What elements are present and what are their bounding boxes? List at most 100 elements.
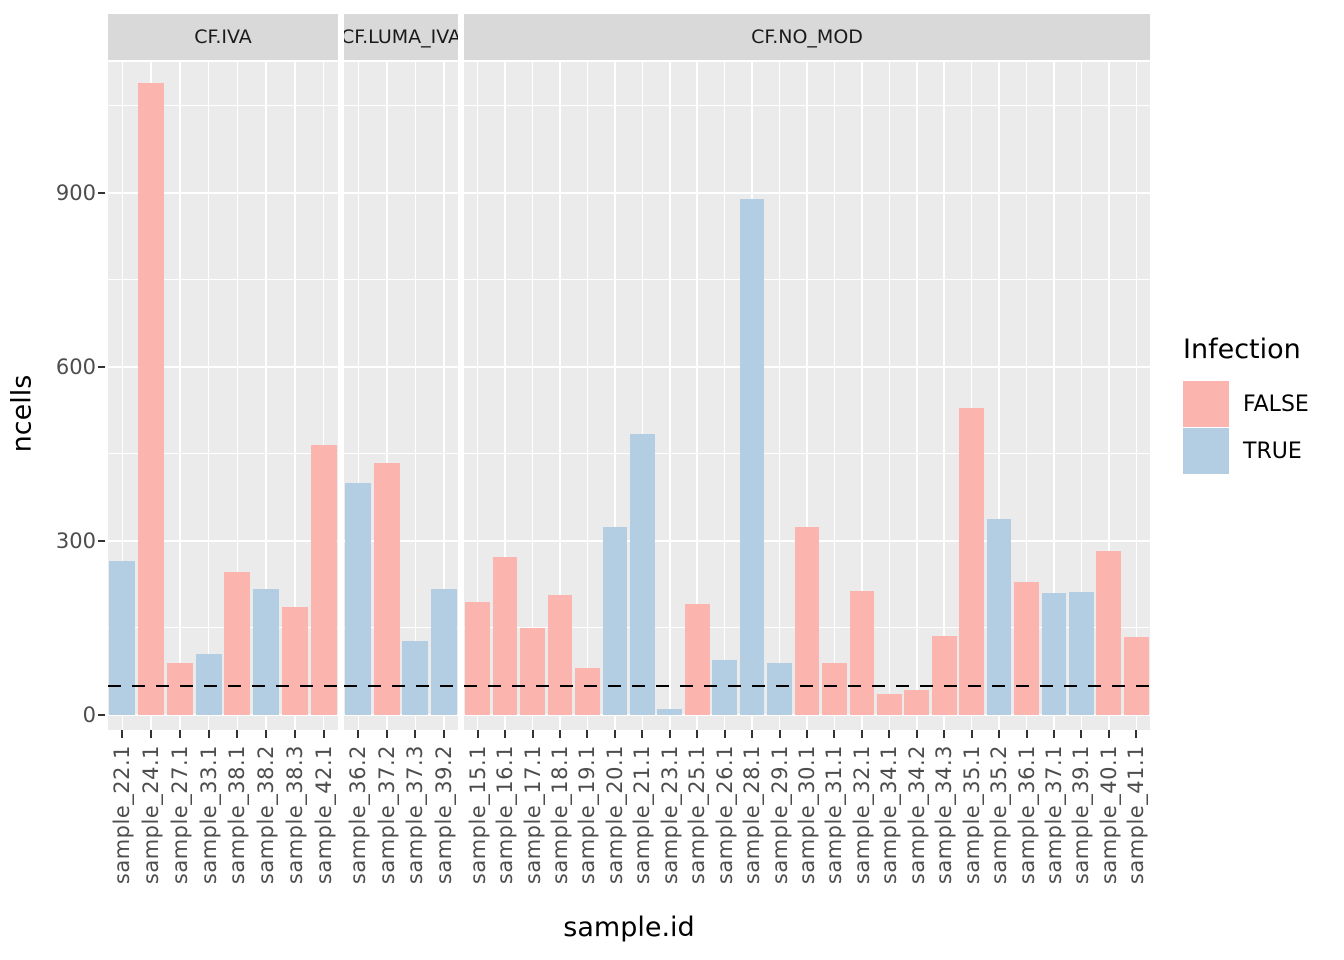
x-tick-label-text: sample_32.1 xyxy=(849,745,874,885)
x-tick-label: sample_39.1 xyxy=(1068,745,1094,884)
bar-sample_38.2 xyxy=(253,588,280,715)
x-tick-mark xyxy=(723,730,726,738)
bar-sample_24.1 xyxy=(138,82,165,715)
x-tick-label: sample_19.1 xyxy=(574,745,600,884)
x-tick-label: sample_38.2 xyxy=(253,745,279,884)
vertical-gridline xyxy=(1080,62,1083,730)
facet-strip-label: CF.IVA xyxy=(194,26,252,48)
x-tick-mark xyxy=(207,730,210,738)
x-tick-label: sample_26.1 xyxy=(712,745,738,884)
x-tick-label-text: sample_23.1 xyxy=(657,745,682,885)
bar-sample_34.1 xyxy=(876,694,902,715)
x-tick-label: sample_38.1 xyxy=(224,745,250,884)
y-tick-label: 600 xyxy=(55,355,96,379)
x-tick-mark xyxy=(778,730,781,738)
x-tick-label: sample_42.1 xyxy=(311,745,337,884)
vertical-gridline xyxy=(998,62,1000,730)
x-tick-label: sample_24.1 xyxy=(138,745,164,884)
x-tick-label: sample_35.1 xyxy=(959,745,985,884)
vertical-gridline xyxy=(294,62,296,730)
y-tick-label: 0 xyxy=(82,703,96,727)
bar-sample_19.1 xyxy=(575,668,600,715)
legend-label-true: TRUE xyxy=(1243,439,1302,464)
vertical-gridline xyxy=(559,62,561,730)
vertical-gridline xyxy=(265,62,267,730)
x-tick-mark xyxy=(293,730,296,738)
legend-title: Infection xyxy=(1183,334,1301,365)
y-tick-label: 300 xyxy=(55,529,96,553)
x-tick-label: sample_23.1 xyxy=(657,745,683,884)
x-tick-label: sample_36.1 xyxy=(1014,745,1040,884)
bar-sample_29.1 xyxy=(767,662,792,715)
x-tick-label-text: sample_34.2 xyxy=(904,745,929,885)
facet-strip-cf.no_mod: CF.NO_MOD xyxy=(464,14,1150,60)
minor-gridline xyxy=(108,627,338,628)
x-tick-label-text: sample_19.1 xyxy=(575,745,600,885)
x-tick-label-text: sample_38.1 xyxy=(225,745,250,885)
x-tick-label-text: sample_34.1 xyxy=(877,745,902,885)
x-tick-mark xyxy=(476,730,479,738)
bar-sample_35.1 xyxy=(959,407,984,715)
x-tick-mark xyxy=(1135,730,1138,738)
vertical-gridline xyxy=(806,62,808,730)
x-tick-label-text: sample_29.1 xyxy=(767,745,792,885)
y-tick-mark xyxy=(98,714,105,716)
x-tick-label-text: sample_34.3 xyxy=(932,745,957,885)
vertical-gridline xyxy=(1025,62,1028,730)
vertical-gridline xyxy=(614,62,616,730)
x-tick-label-text: sample_28.1 xyxy=(740,745,765,885)
x-tick-label-text: sample_37.2 xyxy=(374,745,399,885)
x-tick-label-text: sample_30.1 xyxy=(795,745,819,885)
x-tick-label: sample_29.1 xyxy=(767,745,793,884)
y-tick-label: 900 xyxy=(55,181,96,205)
vertical-gridline xyxy=(723,62,726,730)
x-tick-label-text: sample_38.3 xyxy=(282,745,307,885)
bar-sample_35.2 xyxy=(986,518,1012,715)
x-tick-label-text: sample_39.2 xyxy=(431,745,456,885)
x-tick-label: sample_21.1 xyxy=(629,745,655,884)
x-tick-label-text: sample_33.1 xyxy=(196,745,221,885)
vertical-gridline xyxy=(916,62,918,730)
vertical-gridline xyxy=(586,62,589,730)
major-gridline xyxy=(108,192,338,194)
y-tick-mark xyxy=(98,192,105,194)
bar-sample_36.2 xyxy=(345,483,372,715)
x-tick-label: sample_15.1 xyxy=(465,745,491,884)
x-tick-mark xyxy=(322,730,325,738)
x-tick-label: sample_16.1 xyxy=(492,745,518,884)
legend-key-true: TRUE xyxy=(1183,428,1309,475)
x-tick-label-text: sample_24.1 xyxy=(139,745,164,885)
bar-sample_28.1 xyxy=(739,198,765,715)
facet-panel-cf.iva xyxy=(108,62,338,730)
x-tick-label-text: sample_39.1 xyxy=(1069,745,1094,885)
x-tick-label-text: sample_37.1 xyxy=(1041,745,1066,885)
bar-sample_40.1 xyxy=(1096,550,1122,715)
minor-gridline xyxy=(108,105,338,106)
vertical-gridline xyxy=(641,62,644,730)
x-tick-label-text: sample_21.1 xyxy=(630,745,655,885)
x-tick-mark xyxy=(943,730,946,738)
x-tick-mark xyxy=(1025,730,1028,738)
x-tick-label: sample_34.2 xyxy=(904,745,930,884)
vertical-gridline xyxy=(207,62,210,730)
bar-sample_30.1 xyxy=(794,526,820,715)
bar-sample_37.2 xyxy=(373,462,400,715)
x-tick-label: sample_36.2 xyxy=(345,745,371,884)
x-tick-label-text: sample_37.3 xyxy=(403,745,428,885)
x-tick-mark xyxy=(121,730,124,738)
bar-sample_38.3 xyxy=(281,606,308,715)
x-tick-label-text: sample_42.1 xyxy=(311,745,336,885)
x-tick-label-text: sample_38.2 xyxy=(254,745,279,885)
threshold-dashed-line xyxy=(464,684,1150,688)
bar-sample_23.1 xyxy=(657,709,683,715)
bar-sample_39.1 xyxy=(1069,592,1094,715)
vertical-gridline xyxy=(696,62,698,730)
x-tick-label-text: sample_35.2 xyxy=(987,745,1012,885)
vertical-gridline xyxy=(236,62,239,730)
x-tick-label: sample_37.3 xyxy=(402,745,428,884)
x-tick-mark xyxy=(970,730,973,738)
x-tick-label: sample_37.1 xyxy=(1041,745,1067,884)
x-tick-mark xyxy=(1080,730,1083,738)
major-gridline xyxy=(108,366,338,368)
bar-sample_32.1 xyxy=(849,590,875,715)
